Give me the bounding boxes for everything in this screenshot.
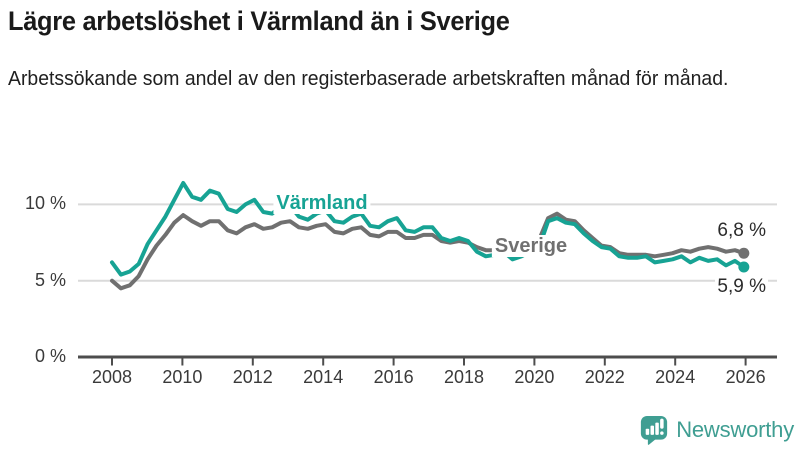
chart-subtitle: Arbetssökande som andel av den registerb… bbox=[8, 68, 729, 90]
bar-chart-speech-bubble-icon bbox=[641, 416, 668, 445]
varmland-end-dot bbox=[738, 261, 750, 273]
chart-title: Lägre arbetslöshet i Värmland än i Sveri… bbox=[8, 6, 510, 36]
varmland-line bbox=[110, 181, 746, 277]
newsworthy-logo-text: Newsworthy bbox=[676, 417, 794, 442]
sverige-end-dot bbox=[738, 247, 750, 259]
newsworthy-logo[interactable]: Newsworthy bbox=[640, 415, 794, 445]
sverige-line bbox=[110, 211, 746, 291]
